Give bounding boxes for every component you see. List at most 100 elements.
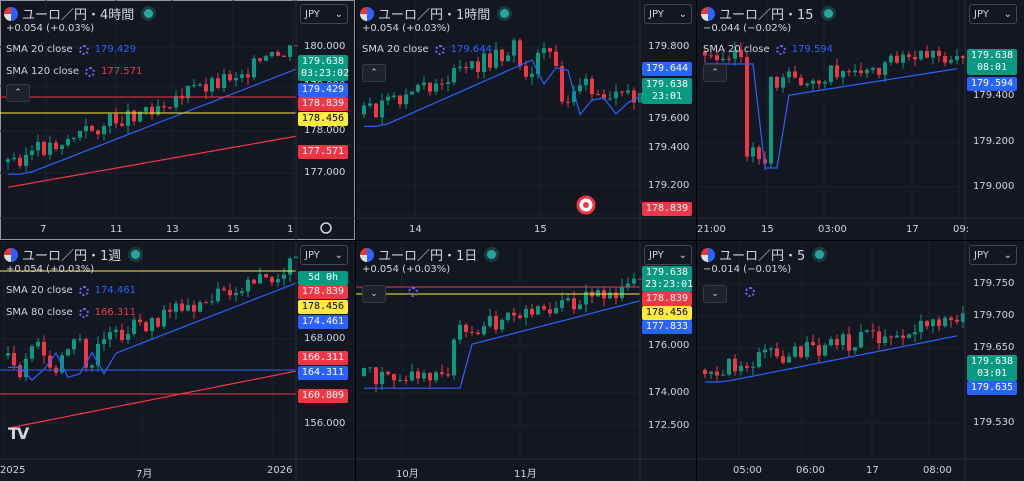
y-axis-tick: 179.750: [973, 278, 1015, 289]
candle: [446, 82, 450, 84]
sma-legend[interactable]: SMA 20 close 179.644: [362, 44, 492, 55]
symbol-title[interactable]: ユーロ／円・1週: [4, 245, 141, 264]
candle: [560, 66, 564, 102]
chart-panel[interactable]: ユーロ／円・1時間 +0.054 (+0.03%) SMA 20 close 179.…: [356, 0, 696, 240]
sma-legend[interactable]: SMA 120 close 177.571: [6, 66, 142, 77]
candle: [877, 331, 881, 343]
sma-label: SMA 20 close: [703, 44, 770, 55]
candle: [518, 40, 522, 66]
indicator-icon[interactable]: [408, 287, 418, 297]
candle: [518, 315, 522, 318]
symbol-title[interactable]: ユーロ／円・15: [701, 4, 833, 23]
sma-legend[interactable]: SMA 20 close 179.594: [703, 44, 833, 55]
candle: [368, 367, 372, 369]
collapse-legend-button[interactable]: ⌄: [703, 285, 727, 303]
x-axis-tick: 11: [110, 224, 123, 235]
candle: [626, 90, 630, 93]
eur-flag-icon: [701, 6, 715, 21]
symbol-title[interactable]: ユーロ／円・1時間: [360, 4, 510, 23]
currency-select[interactable]: JPY ⌄: [969, 245, 1017, 265]
chart-panel[interactable]: ユーロ／円・1日 +0.054 (+0.03%) ⌄ JPY ⌄ 176.000 174.0…: [356, 241, 696, 481]
price-label: 178.839: [642, 292, 692, 306]
candle: [452, 68, 456, 83]
sma-label: SMA 20 close: [362, 44, 429, 55]
sma-line: [705, 63, 958, 169]
settings-icon[interactable]: [775, 44, 786, 55]
chart-panel[interactable]: ユーロ／円・15 −0.044 (−0.02%) SMA 20 close 179.5…: [697, 0, 1024, 240]
chart-panel[interactable]: ユーロ／円・4時間 +0.054 (+0.03%) SMA 20 close 179.…: [0, 0, 355, 240]
chevron-down-icon: ⌄: [334, 249, 343, 261]
candle: [276, 52, 280, 56]
price-change: −0.044 (−0.02%): [703, 23, 792, 34]
candle: [799, 346, 803, 357]
collapse-legend-button[interactable]: ⌃: [703, 64, 727, 82]
collapse-legend-button[interactable]: ⌃: [362, 64, 386, 82]
candle: [709, 371, 713, 374]
candle: [186, 86, 190, 99]
price-label: 178.839: [642, 202, 692, 216]
symbol-title[interactable]: ユーロ／円・1日: [360, 245, 497, 264]
currency-select[interactable]: JPY ⌄: [644, 4, 692, 24]
eur-flag-icon: [4, 247, 18, 262]
currency-select[interactable]: JPY ⌄: [644, 245, 692, 265]
price-chart[interactable]: [0, 0, 355, 240]
price-label: 177.571: [298, 145, 348, 159]
symbol-title[interactable]: ユーロ／円・5: [701, 245, 825, 264]
candle: [398, 379, 402, 381]
candle: [476, 61, 480, 72]
price-chart[interactable]: [697, 0, 1024, 240]
price-chart[interactable]: [697, 241, 1024, 481]
sma-legend[interactable]: SMA 80 close 166.311: [6, 307, 136, 318]
candle: [174, 95, 178, 108]
currency-select[interactable]: JPY ⌄: [300, 245, 348, 265]
candle: [512, 312, 516, 316]
candle: [132, 319, 136, 334]
price-label: 178.456: [298, 300, 348, 314]
candle: [276, 279, 280, 283]
sma-value: 179.429: [94, 44, 137, 55]
sma-line: [7, 135, 297, 188]
candle: [907, 334, 911, 338]
candle: [739, 49, 743, 58]
candle: [781, 77, 785, 88]
price-label: 174.461: [298, 315, 348, 329]
candle: [422, 373, 426, 379]
candle: [162, 106, 166, 108]
y-axis-tick: 178.000: [304, 125, 346, 136]
symbol-title[interactable]: ユーロ／円・4時間: [4, 4, 154, 23]
price-label: 166.311: [298, 351, 348, 365]
candle: [889, 55, 893, 63]
candle: [60, 145, 64, 149]
candle: [931, 319, 935, 327]
price-chart[interactable]: [356, 0, 696, 240]
settings-icon[interactable]: [78, 44, 89, 55]
settings-icon[interactable]: [85, 66, 96, 77]
candle: [620, 286, 624, 299]
chart-panel[interactable]: ユーロ／円・1週 +0.054 (+0.03%) SMA 20 close 174.4…: [0, 241, 355, 481]
candle: [889, 336, 893, 338]
candle: [192, 85, 196, 87]
collapse-legend-button[interactable]: ⌃: [6, 84, 30, 102]
settings-icon[interactable]: [78, 307, 89, 318]
collapse-legend-button[interactable]: ⌄: [362, 285, 386, 303]
currency-select[interactable]: JPY ⌄: [969, 4, 1017, 24]
candle: [108, 332, 112, 340]
candle: [494, 49, 498, 68]
price-chart[interactable]: [0, 241, 355, 481]
candle: [500, 319, 504, 330]
sma-legend[interactable]: SMA 20 close 179.429: [6, 44, 136, 55]
y-axis-tick: 179.400: [973, 90, 1015, 101]
settings-icon[interactable]: [78, 285, 89, 296]
sma-legend[interactable]: SMA 20 close 174.461: [6, 285, 136, 296]
currency-select[interactable]: JPY ⌄: [300, 4, 348, 24]
indicator-icon[interactable]: [745, 287, 755, 297]
settings-icon[interactable]: [434, 44, 445, 55]
candle: [871, 67, 875, 70]
candle: [865, 330, 869, 332]
chart-panel[interactable]: ユーロ／円・5 −0.014 (−0.01%) ⌄ JPY ⌄ 179.750 179.70…: [697, 241, 1024, 481]
price-chart[interactable]: [356, 241, 696, 481]
symbol-label: ユーロ／円・15: [719, 8, 814, 23]
price-label: 179.429: [298, 83, 348, 97]
tradingview-logo[interactable]: TV: [8, 424, 29, 443]
candle: [48, 142, 52, 155]
